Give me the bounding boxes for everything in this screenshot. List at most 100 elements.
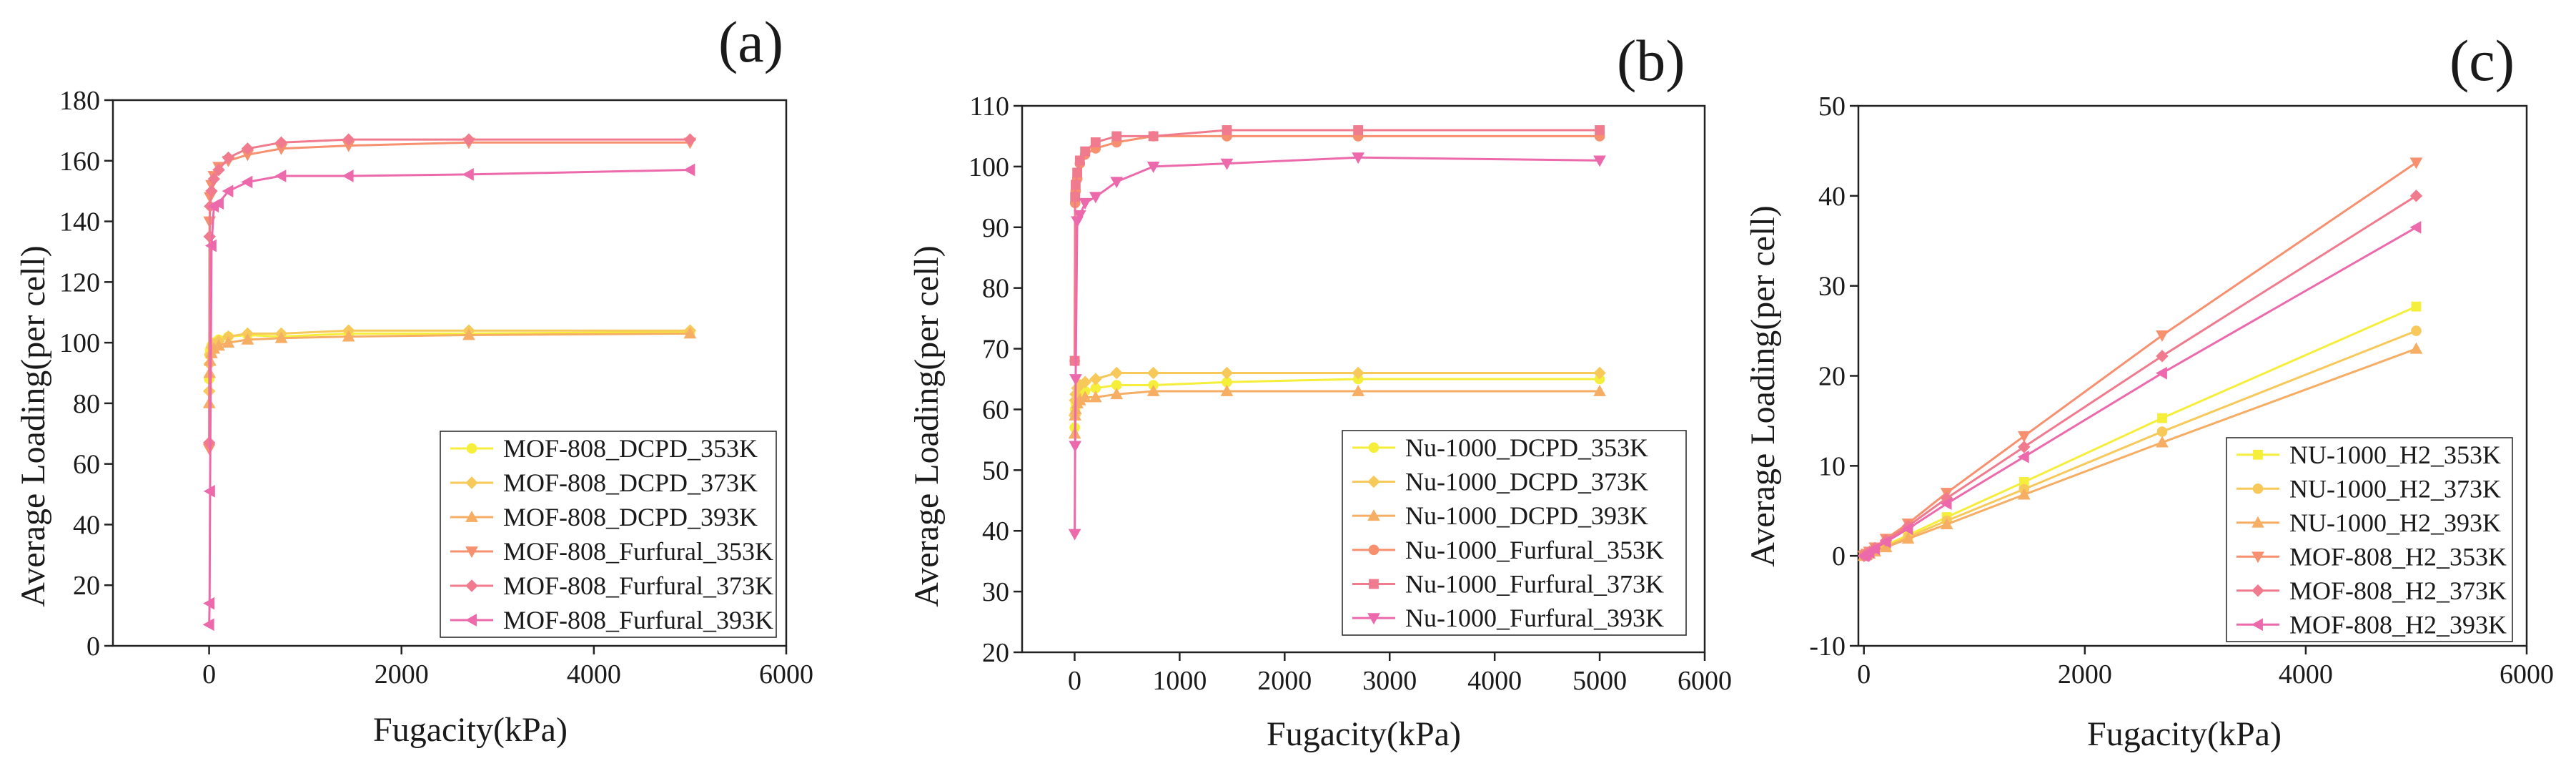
data-point	[1070, 192, 1081, 202]
legend-item: NU-1000_H2_373K	[2236, 474, 2501, 503]
data-point	[1901, 532, 1915, 544]
panel-label-a: (a)	[718, 9, 783, 74]
data-point	[1593, 155, 1606, 167]
data-point	[2156, 426, 2168, 437]
data-point	[241, 175, 253, 189]
legend-item: Nu-1000_Furfural_353K	[1352, 536, 1664, 564]
legend-label: MOF-808_Furfural_353K	[503, 537, 773, 566]
y-tick-label: 30	[982, 577, 1009, 607]
legend-swatch-marker	[2251, 584, 2264, 597]
legend-swatch-marker	[465, 476, 478, 489]
y-axis-title: Average Loading(per cell)	[14, 245, 52, 607]
data-point	[2017, 450, 2029, 463]
data-point	[1352, 366, 1364, 380]
data-point	[342, 330, 355, 342]
x-tick-label: 6000	[1678, 666, 1732, 696]
legend-item: MOF-808_Furfural_393K	[450, 606, 773, 634]
data-point	[2017, 431, 2031, 443]
data-point	[222, 151, 235, 165]
data-point	[2409, 190, 2423, 202]
data-point	[212, 163, 225, 177]
data-point	[1879, 535, 1891, 549]
series-Nu-1000_Furfural_393K	[1068, 152, 1606, 541]
data-point	[1079, 375, 1091, 388]
data-point	[1352, 384, 1365, 396]
legend-label: NU-1000_H2_353K	[2289, 441, 2501, 469]
legend-label: Nu-1000_Furfural_373K	[1405, 570, 1664, 599]
data-point	[1080, 146, 1091, 157]
y-tick-label: 160	[59, 147, 100, 177]
y-tick-label: 90	[982, 213, 1009, 243]
data-point	[1068, 529, 1081, 541]
legend-item: MOF-808_H2_373K	[2236, 576, 2507, 605]
x-axis-title: Fugacity(kPa)	[1267, 715, 1461, 753]
panel-label-c: (c)	[2449, 28, 2515, 93]
data-point	[683, 327, 697, 339]
data-point	[212, 197, 224, 210]
y-tick-label: -10	[1809, 632, 1846, 662]
legend-swatch-marker	[465, 510, 478, 522]
data-point	[274, 331, 288, 343]
legend-label: MOF-808_H2_353K	[2289, 542, 2507, 571]
y-tick-label: 20	[982, 638, 1009, 668]
y-tick-label: 60	[982, 395, 1009, 425]
legend-item: MOF-808_Furfural_373K	[450, 571, 773, 600]
legend-swatch-marker	[2252, 483, 2264, 494]
panel-c: (c) Fugacity(kPa) Average Loading(per ce…	[1744, 28, 2554, 753]
data-point	[205, 185, 218, 197]
data-point	[2409, 157, 2423, 170]
series-MOF-808_Furfural_393K	[202, 163, 695, 632]
legend-swatch-marker	[465, 579, 478, 592]
x-tick-label: 4000	[567, 659, 621, 689]
data-point	[462, 328, 475, 340]
data-point	[1071, 180, 1081, 190]
y-tick-label: 50	[982, 456, 1009, 486]
x-tick-label: 6000	[2500, 659, 2554, 689]
data-point	[1089, 391, 1102, 403]
x-tick-label: 2000	[1257, 666, 1312, 696]
series-Nu-1000_DCPD_353K	[1069, 373, 1605, 433]
legend-item: MOF-808_DCPD_393K	[450, 503, 758, 531]
legend-item: NU-1000_H2_353K	[2236, 441, 2501, 469]
data-point	[1110, 388, 1124, 400]
legend-label: MOF-808_H2_373K	[2289, 576, 2507, 605]
y-tick-label: 60	[73, 450, 100, 480]
series-MOF-808_Furfural_353K	[202, 137, 697, 456]
legend-item: Nu-1000_Furfural_393K	[1352, 604, 1664, 632]
y-tick-label: 40	[73, 510, 100, 540]
data-point	[1089, 373, 1102, 386]
x-tick-label: 2000	[2058, 659, 2112, 689]
data-point	[1146, 161, 1160, 173]
data-point	[342, 133, 355, 146]
legend-item: Nu-1000_DCPD_393K	[1352, 501, 1648, 530]
y-tick-label: 70	[982, 335, 1009, 365]
data-point	[1110, 177, 1124, 189]
data-point	[2411, 325, 2422, 336]
legend-swatch-marker	[2251, 551, 2264, 564]
data-point	[683, 133, 697, 146]
legend-swatch-marker	[1367, 509, 1380, 521]
legend-label: Nu-1000_DCPD_353K	[1405, 433, 1648, 462]
y-tick-label: 10	[1818, 451, 1846, 481]
data-point	[1220, 384, 1234, 396]
series-Nu-1000_Furfural_373K	[1069, 125, 1605, 366]
data-point	[1353, 125, 1364, 135]
legend-box	[440, 431, 777, 638]
y-tick-label: 30	[1818, 272, 1846, 302]
legend-label: NU-1000_H2_373K	[2289, 474, 2501, 503]
data-point	[204, 239, 217, 252]
data-point	[1079, 391, 1092, 403]
data-point	[2157, 413, 2167, 423]
y-tick-label: 20	[73, 571, 100, 601]
data-point	[1940, 518, 1953, 530]
data-point	[212, 339, 225, 351]
plot-frame	[1021, 104, 1706, 654]
legend-item: MOF-808_DCPD_353K	[450, 434, 758, 463]
data-point	[222, 336, 235, 348]
data-point	[207, 172, 221, 185]
data-point	[1073, 210, 1086, 222]
x-tick-label: 0	[202, 659, 216, 689]
legend-item: Nu-1000_DCPD_353K	[1352, 433, 1648, 462]
y-tick-label: 0	[1832, 541, 1846, 571]
